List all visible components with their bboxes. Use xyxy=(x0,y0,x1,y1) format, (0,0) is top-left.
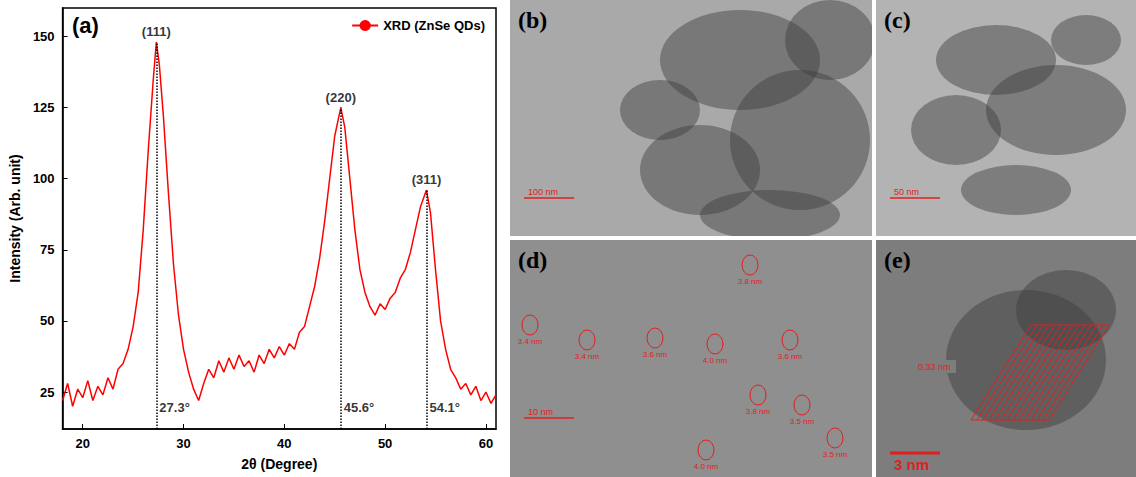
svg-text:(c): (c) xyxy=(884,7,911,33)
svg-text:2θ (Degree): 2θ (Degree) xyxy=(241,456,317,472)
svg-text:(220): (220) xyxy=(326,90,356,105)
svg-text:(a): (a) xyxy=(72,13,99,38)
svg-text:(b): (b) xyxy=(518,7,547,33)
svg-text:XRD (ZnSe QDs): XRD (ZnSe QDs) xyxy=(383,18,485,33)
svg-text:3.4 nm: 3.4 nm xyxy=(518,337,543,346)
svg-text:3.5 nm: 3.5 nm xyxy=(790,417,815,426)
svg-text:(d): (d) xyxy=(518,247,547,273)
svg-text:100 nm: 100 nm xyxy=(528,187,558,197)
svg-text:3.8 nm: 3.8 nm xyxy=(746,407,771,416)
svg-text:25: 25 xyxy=(40,385,54,400)
svg-text:4.0 nm: 4.0 nm xyxy=(694,462,719,471)
svg-text:(311): (311) xyxy=(412,172,442,187)
svg-text:3.6 nm: 3.6 nm xyxy=(778,352,803,361)
svg-text:3.4 nm: 3.4 nm xyxy=(575,352,600,361)
svg-text:3.5 nm: 3.5 nm xyxy=(823,450,848,459)
svg-text:60: 60 xyxy=(479,436,493,451)
svg-text:150: 150 xyxy=(33,29,55,44)
svg-text:3 nm: 3 nm xyxy=(894,456,929,473)
svg-text:50: 50 xyxy=(40,313,54,328)
svg-text:0.33 nm: 0.33 nm xyxy=(918,362,951,372)
svg-text:40: 40 xyxy=(277,436,291,451)
svg-text:(e): (e) xyxy=(884,247,911,273)
svg-text:30: 30 xyxy=(176,436,190,451)
svg-text:4.0 nm: 4.0 nm xyxy=(703,356,728,365)
svg-text:3.8 nm: 3.8 nm xyxy=(738,277,763,286)
svg-text:100: 100 xyxy=(33,171,55,186)
svg-text:20: 20 xyxy=(76,436,90,451)
svg-text:50 nm: 50 nm xyxy=(894,187,919,197)
svg-text:Intensity (Arb. unit): Intensity (Arb. unit) xyxy=(7,154,23,282)
svg-text:54.1°: 54.1° xyxy=(429,400,460,415)
svg-text:27.3°: 27.3° xyxy=(159,400,190,415)
svg-text:75: 75 xyxy=(40,242,54,257)
svg-text:10 nm: 10 nm xyxy=(528,407,553,417)
svg-text:3.6 nm: 3.6 nm xyxy=(643,350,668,359)
svg-text:(111): (111) xyxy=(142,24,171,39)
svg-text:125: 125 xyxy=(33,100,55,115)
svg-text:45.6°: 45.6° xyxy=(344,400,375,415)
svg-text:50: 50 xyxy=(378,436,392,451)
